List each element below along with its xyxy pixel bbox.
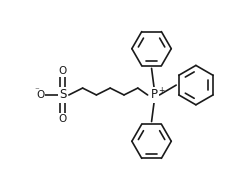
Text: S: S — [59, 88, 67, 101]
Text: O: O — [36, 90, 44, 100]
Text: O: O — [59, 114, 67, 124]
Text: P: P — [151, 88, 158, 101]
Text: +: + — [158, 85, 165, 95]
Text: ⁻: ⁻ — [34, 87, 39, 95]
Text: O: O — [59, 66, 67, 76]
